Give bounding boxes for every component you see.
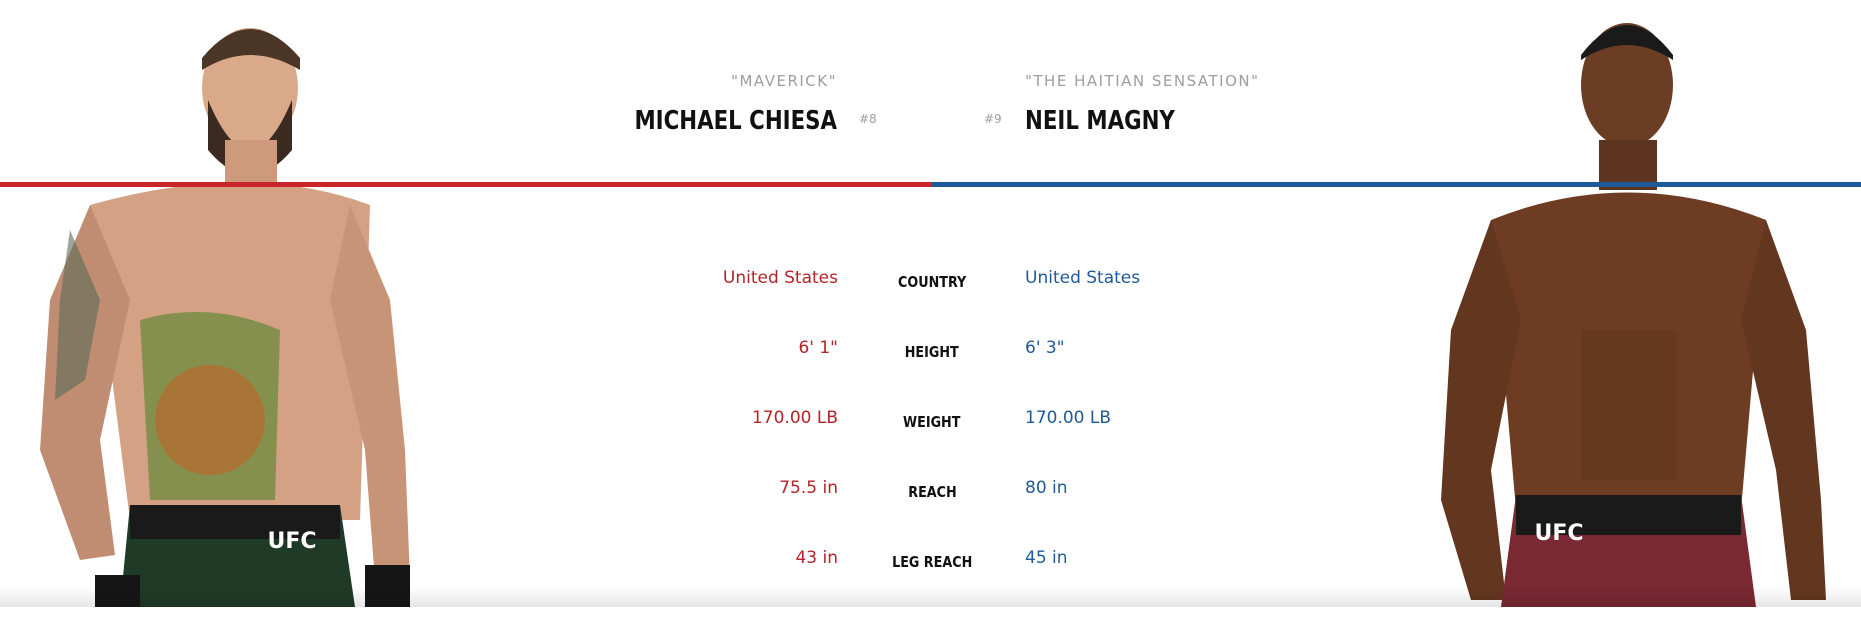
fighter-stats-comparison: United States COUNTRY United States 6' 1… xyxy=(620,268,1220,618)
blue-stat-country: United States xyxy=(1025,268,1141,288)
svg-text:UFC: UFC xyxy=(267,529,316,554)
blue-stat-reach: 80 in xyxy=(1025,478,1068,498)
red-stat-weight: 170.00 LB xyxy=(751,408,838,428)
red-fighter-nickname: "MAVERICK" xyxy=(731,72,837,90)
blue-fighter-name[interactable]: NEIL MAGNY xyxy=(1025,106,1175,136)
red-stat-reach: 75.5 in xyxy=(779,478,838,498)
blue-stat-height: 6' 3" xyxy=(1025,338,1065,358)
stat-row-country: United States COUNTRY United States xyxy=(620,268,1220,338)
blue-stat-leg-reach: 45 in xyxy=(1025,548,1068,568)
stat-row-weight: 170.00 LB WEIGHT 170.00 LB xyxy=(620,408,1220,478)
red-stat-height: 6' 1" xyxy=(798,338,838,358)
stat-label-height: HEIGHT xyxy=(905,343,959,361)
blue-fighter-rank: #9 xyxy=(984,112,1002,126)
red-fighter-name[interactable]: MICHAEL CHIESA xyxy=(634,106,837,136)
blue-stat-weight: 170.00 LB xyxy=(1025,408,1112,428)
blue-corner-divider xyxy=(932,182,1861,187)
red-stat-country: United States xyxy=(722,268,838,288)
stat-label-weight: WEIGHT xyxy=(903,413,961,431)
fighter-photo-michael-chiesa: UFC xyxy=(40,28,410,607)
stat-label-reach: REACH xyxy=(907,483,957,501)
stat-row-reach: 75.5 in REACH 80 in xyxy=(620,478,1220,548)
stat-label-country: COUNTRY xyxy=(897,273,967,291)
bottom-fade xyxy=(0,587,1861,607)
red-stat-leg-reach: 43 in xyxy=(795,548,838,568)
fighter-photo-neil-magny: UFC xyxy=(1441,23,1826,607)
stat-row-height: 6' 1" HEIGHT 6' 3" xyxy=(620,338,1220,408)
svg-text:UFC: UFC xyxy=(1534,521,1583,546)
red-corner-divider xyxy=(0,182,932,187)
stat-row-leg-reach: 43 in LEG REACH 45 in xyxy=(620,548,1220,618)
blue-fighter-nickname: "THE HAITIAN SENSATION" xyxy=(1025,72,1260,90)
stat-label-leg-reach: LEG REACH xyxy=(891,553,973,571)
red-fighter-rank: #8 xyxy=(859,112,877,126)
